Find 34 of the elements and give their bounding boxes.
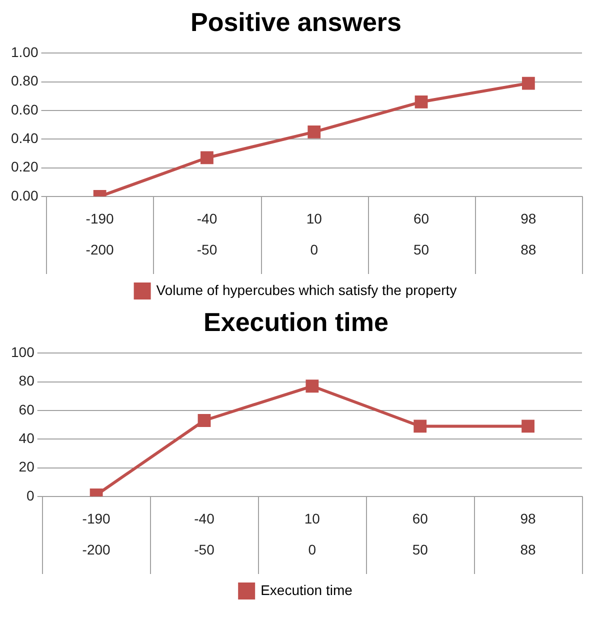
y-tick-label: 0.80 — [11, 72, 38, 89]
x-tick-label: 60 50 — [412, 510, 428, 558]
y-tick-label: 0.40 — [11, 130, 38, 146]
x-tick-label: -40 -50 — [194, 510, 215, 558]
point — [198, 414, 211, 427]
x-tick-label: 98 88 — [520, 510, 536, 558]
legend-label: Execution time — [260, 582, 353, 598]
y-tick-label: 20 — [18, 458, 35, 475]
legend-label: Volume of hypercubes which satisfy the property — [156, 282, 457, 298]
x-tick-label: 10 0 — [304, 510, 320, 558]
y-tick-label: 1.00 — [11, 44, 38, 60]
chart-title: Positive answers — [190, 6, 402, 37]
y-tick-label: 0 — [26, 487, 35, 504]
y-tick-label: 0.60 — [11, 101, 38, 118]
y-tick-label: 0.20 — [11, 158, 38, 175]
x-tick-label: -40 -50 — [196, 210, 218, 258]
y-tick-label: 100 — [11, 344, 35, 360]
point — [522, 420, 534, 433]
point — [414, 95, 428, 108]
y-tick-label: 40 — [18, 430, 35, 446]
point — [306, 380, 319, 393]
point — [200, 151, 214, 164]
y-tick-label: 60 — [18, 401, 35, 418]
x-tick-label: 10 0 — [306, 210, 322, 258]
point — [414, 420, 427, 433]
x-tick-label: -190 -200 — [86, 210, 114, 258]
point — [522, 76, 535, 90]
chart-title: Execution time — [204, 306, 388, 337]
y-tick-label: 80 — [18, 372, 35, 389]
x-tick-label: -190 -200 — [82, 510, 111, 558]
x-tick-label: 60 50 — [413, 210, 430, 258]
point — [308, 126, 321, 138]
x-tick-label: 98 88 — [520, 210, 536, 258]
y-tick-label: 0.00 — [11, 187, 38, 204]
